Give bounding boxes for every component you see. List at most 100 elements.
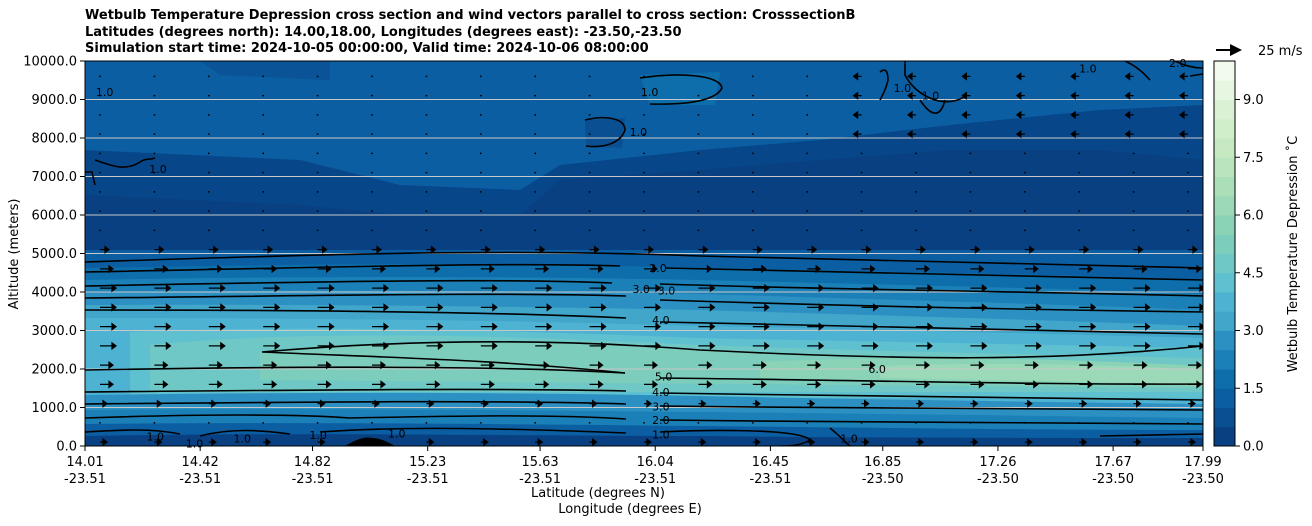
wind-vector [262,94,265,97]
wind-vector [698,245,709,254]
wind-vector [480,322,498,331]
wind-vector [535,264,550,274]
wind-vector [208,437,217,446]
colorbar-tick-label: 0.0 [1243,440,1264,455]
wind-vector [643,133,645,136]
wind-vector [752,437,761,446]
x-tick-label-lon: -23.50 [977,472,1019,487]
wind-vector [207,191,210,193]
wind-vector [208,341,226,351]
x-tick-label-lat: 16.45 [752,455,789,470]
wind-vector [1187,422,1189,424]
chart-title-line-3: Simulation start time: 2024-10-05 00:00:… [85,41,649,56]
x-axis-label-longitude: Longitude (degrees E) [558,502,702,517]
wind-vector [100,341,117,351]
wind-vector [915,171,917,174]
wind-vector [99,171,101,174]
colorbar-label: Wetbulb Temperature Depression ˚C [1285,136,1301,373]
x-tick-label-lat: 14.82 [294,455,331,470]
wind-vector [208,399,217,408]
wind-vector [1188,264,1202,274]
wind-vector [316,171,319,174]
wind-vector [1024,245,1035,254]
wind-vector [807,264,822,274]
wind-vector [588,229,591,232]
wind-vector [1070,72,1080,81]
wind-vector [154,322,172,331]
wind-vector [861,303,879,312]
wind-vector [100,360,114,370]
wind-vector [644,303,661,312]
wind-vector [1070,91,1080,100]
wind-vector [752,360,767,370]
colorbar-tick-label: 4.5 [1243,266,1264,281]
wind-vector [588,152,591,155]
wind-vector [262,191,265,193]
wind-vector [534,94,537,97]
colorbar-segment [1214,292,1235,312]
y-tick-label: 2000.0 [32,363,78,378]
wind-vector [643,171,645,174]
wind-vector [1078,171,1081,174]
wind-vector [263,360,278,370]
wind-vector [426,303,444,312]
wind-vector [1078,422,1081,424]
wind-vector [1179,72,1188,81]
y-tick-label: 0.0 [56,440,77,455]
wind-vector [1132,422,1135,424]
wind-vector [970,360,985,370]
wind-vector [480,399,489,408]
wind-vector [207,75,210,78]
wind-vector [751,114,754,116]
wind-vector [860,422,863,424]
wind-vector [371,210,373,213]
wind-vector [807,303,825,312]
wind-vector [372,303,389,312]
wind-vector [153,171,156,174]
wind-vector [644,283,661,293]
wind-vector [153,152,156,155]
wind-vector [916,380,930,389]
wind-vector [535,360,550,370]
wind-vector [970,283,988,293]
wind-vector [479,191,482,193]
wind-vector [372,437,380,446]
wind-vector [317,245,328,254]
wind-vector [915,152,917,155]
wind-vector [861,322,879,331]
wind-vector [426,245,437,254]
wind-vector [1133,341,1151,351]
contour-label: 2.0 [652,414,670,427]
wind-vector [480,283,498,293]
wind-vector [752,245,763,254]
wind-vector [372,245,382,254]
wind-vector [1124,91,1134,100]
contour-label: 1.0 [146,430,164,443]
wind-vector [263,399,272,408]
wind-vector [589,245,600,254]
wind-vector [697,422,700,424]
wind-vector [99,210,101,213]
wind-vector [860,171,863,174]
wind-vector [371,94,373,97]
wind-vector [1187,210,1189,213]
wind-vector [262,210,265,213]
wind-vector [99,152,101,155]
wind-vector [480,264,495,274]
wind-vector [861,264,876,274]
wind-vector [425,191,428,193]
wind-vector [1024,399,1033,408]
wind-vector [697,229,700,232]
wind-vector [1078,210,1081,213]
wind-vector [644,245,654,254]
wind-vector [1024,341,1042,351]
wind-vector [535,380,550,389]
wind-vector [1070,129,1080,139]
wind-vector [1079,341,1097,351]
wind-vector [697,191,700,193]
wind-vector [262,114,265,116]
wind-vector [317,283,335,293]
wind-vector [263,322,281,331]
x-tick-label-lon: -23.51 [179,472,221,487]
wind-vector [425,152,428,155]
